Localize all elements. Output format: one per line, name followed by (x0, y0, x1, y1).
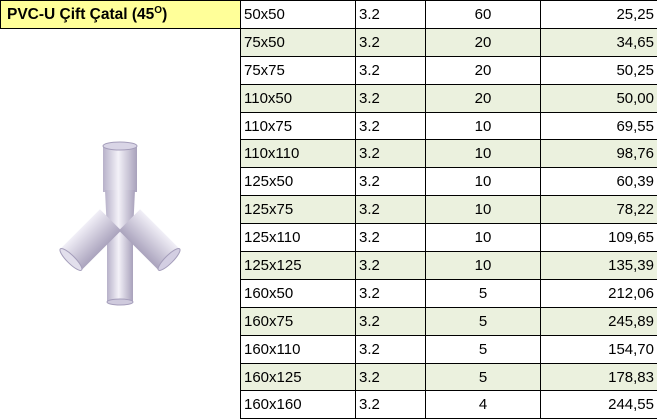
size-cell: 160x75 (241, 307, 356, 335)
quantity-cell: 10 (426, 252, 541, 280)
thickness-cell: 3.2 (356, 84, 426, 112)
price-cell: 34,65 (541, 28, 657, 56)
quantity-cell: 5 (426, 307, 541, 335)
size-cell: 125x75 (241, 196, 356, 224)
product-image (45, 132, 195, 312)
price-cell: 109,65 (541, 224, 657, 252)
thickness-cell: 3.2 (356, 196, 426, 224)
title-cell: PVC-U Çift Çatal (45O) (1, 1, 241, 29)
size-cell: 50x50 (241, 1, 356, 29)
price-cell: 60,39 (541, 168, 657, 196)
price-cell: 178,83 (541, 363, 657, 391)
title-text: PVC-U Çift Çatal (45 (7, 6, 154, 23)
price-cell: 244,55 (541, 391, 657, 419)
quantity-cell: 20 (426, 84, 541, 112)
price-cell: 50,00 (541, 84, 657, 112)
quantity-cell: 10 (426, 140, 541, 168)
thickness-cell: 3.2 (356, 363, 426, 391)
thickness-cell: 3.2 (356, 391, 426, 419)
quantity-cell: 5 (426, 363, 541, 391)
table-body: PVC-U Çift Çatal (45O)50x503.26025,25 75… (1, 1, 657, 419)
quantity-cell: 20 (426, 28, 541, 56)
image-cell (1, 28, 241, 418)
quantity-cell: 5 (426, 335, 541, 363)
quantity-cell: 60 (426, 1, 541, 29)
size-cell: 125x110 (241, 224, 356, 252)
price-cell: 50,25 (541, 56, 657, 84)
thickness-cell: 3.2 (356, 112, 426, 140)
size-cell: 75x50 (241, 28, 356, 56)
size-cell: 160x110 (241, 335, 356, 363)
quantity-cell: 10 (426, 196, 541, 224)
price-cell: 69,55 (541, 112, 657, 140)
quantity-cell: 10 (426, 224, 541, 252)
price-cell: 135,39 (541, 252, 657, 280)
thickness-cell: 3.2 (356, 252, 426, 280)
size-cell: 110x110 (241, 140, 356, 168)
size-cell: 110x50 (241, 84, 356, 112)
thickness-cell: 3.2 (356, 168, 426, 196)
page: {"header": {"title": "PVC-U Çift Çatal (… (0, 0, 657, 419)
thickness-cell: 3.2 (356, 140, 426, 168)
size-cell: 125x50 (241, 168, 356, 196)
quantity-cell: 4 (426, 391, 541, 419)
size-cell: 160x125 (241, 363, 356, 391)
title-close: ) (162, 6, 167, 23)
quantity-cell: 10 (426, 112, 541, 140)
thickness-cell: 3.2 (356, 335, 426, 363)
size-cell: 110x75 (241, 112, 356, 140)
size-cell: 160x50 (241, 279, 356, 307)
price-cell: 245,89 (541, 307, 657, 335)
price-cell: 154,70 (541, 335, 657, 363)
thickness-cell: 3.2 (356, 224, 426, 252)
thickness-cell: 3.2 (356, 279, 426, 307)
thickness-cell: 3.2 (356, 1, 426, 29)
thickness-cell: 3.2 (356, 56, 426, 84)
price-cell: 78,22 (541, 196, 657, 224)
price-cell: 25,25 (541, 1, 657, 29)
quantity-cell: 5 (426, 279, 541, 307)
size-cell: 125x125 (241, 252, 356, 280)
thickness-cell: 3.2 (356, 28, 426, 56)
title-superscript: O (154, 5, 162, 16)
price-cell: 98,76 (541, 140, 657, 168)
quantity-cell: 20 (426, 56, 541, 84)
price-table: PVC-U Çift Çatal (45O)50x503.26025,25 75… (0, 0, 657, 419)
thickness-cell: 3.2 (356, 307, 426, 335)
size-cell: 160x160 (241, 391, 356, 419)
quantity-cell: 10 (426, 168, 541, 196)
size-cell: 75x75 (241, 56, 356, 84)
price-cell: 212,06 (541, 279, 657, 307)
